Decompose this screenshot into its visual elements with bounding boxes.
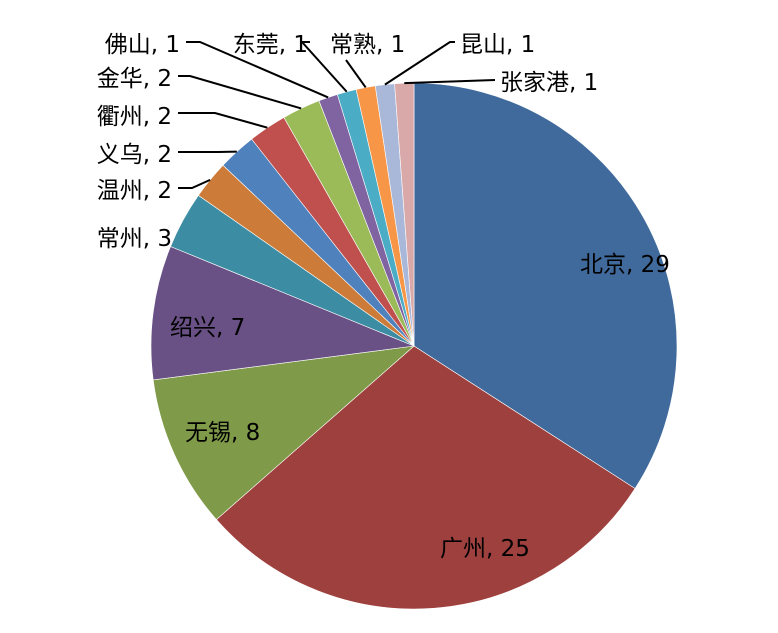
data-label-6: 义乌, 2 <box>97 142 172 168</box>
data-label-5: 温州, 2 <box>97 178 172 204</box>
data-label-3: 绍兴, 7 <box>170 315 245 341</box>
leader-line-11 <box>346 60 366 87</box>
data-label-2: 无锡, 8 <box>185 420 260 446</box>
data-label-8: 金华, 2 <box>97 66 172 92</box>
leader-line-13 <box>404 80 495 83</box>
data-label-11: 常熟, 1 <box>330 32 405 58</box>
data-label-1: 广州, 25 <box>440 536 530 562</box>
data-label-13: 张家港, 1 <box>500 70 598 96</box>
data-label-0: 北京, 29 <box>580 252 670 278</box>
data-label-12: 昆山, 1 <box>460 32 535 58</box>
data-label-9: 佛山, 1 <box>105 32 180 58</box>
data-label-10: 东莞, 1 <box>233 32 308 58</box>
leader-line-7 <box>178 113 267 128</box>
data-label-4: 常州, 3 <box>97 226 172 252</box>
data-label-7: 衢州, 2 <box>97 104 172 130</box>
leader-line-8 <box>178 76 301 108</box>
